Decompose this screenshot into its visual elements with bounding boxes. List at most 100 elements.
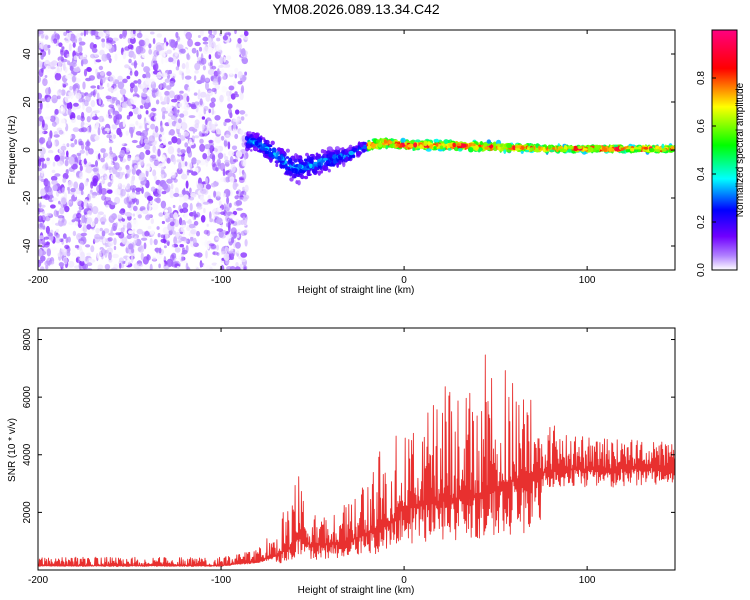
spectrogram-noise-cell bbox=[121, 32, 127, 39]
snr-y-tick-label: 2000 bbox=[22, 501, 33, 524]
spectrogram-noise-cell bbox=[129, 184, 137, 191]
spectrogram-noise-cell bbox=[130, 254, 134, 264]
spectrogram-noise-cell bbox=[40, 204, 46, 208]
spectrogram-noise-cell bbox=[181, 249, 188, 255]
spectrogram-signal-cell bbox=[291, 167, 298, 174]
spectrogram-noise-cell bbox=[78, 98, 84, 103]
spectrogram-signal-cell bbox=[361, 148, 366, 153]
spectrogram-noise-cell bbox=[61, 46, 65, 50]
spectrogram-noise-cell bbox=[65, 74, 72, 80]
spectrogram-signal-cell bbox=[625, 149, 630, 153]
spectrogram-noise-cell bbox=[98, 152, 101, 160]
spectrogram-noise-cell bbox=[97, 213, 101, 222]
spectrogram-noise-cell bbox=[129, 123, 135, 128]
spectrogram-y-tick-label: -40 bbox=[22, 238, 33, 253]
spectrogram-noise-cell bbox=[161, 191, 167, 195]
spectrogram-noise-cell bbox=[80, 115, 85, 122]
spectrogram-noise-cell bbox=[67, 108, 72, 116]
spectrogram-noise-cell bbox=[101, 230, 106, 237]
spectrogram-noise-cell bbox=[93, 58, 97, 65]
spectrogram-noise-cell bbox=[85, 234, 90, 240]
spectrogram-noise-cell bbox=[161, 72, 168, 78]
spectrogram-noise-cell bbox=[235, 117, 240, 124]
spectrogram-noise-cell bbox=[105, 30, 110, 37]
spectrogram-frame bbox=[37, 29, 676, 271]
spectrogram-noise-cell bbox=[191, 102, 196, 108]
spectrogram-noise-cell bbox=[69, 85, 73, 91]
spectrogram-noise-cell bbox=[172, 204, 176, 209]
spectrogram-noise-cell bbox=[148, 48, 153, 55]
spectrogram-noise-cell bbox=[228, 218, 233, 226]
spectrogram-signal-cell bbox=[594, 144, 600, 150]
spectrogram-signal-cell bbox=[396, 143, 400, 147]
spectrogram-noise-cell bbox=[59, 49, 66, 55]
spectrogram-signal-cell bbox=[335, 150, 341, 155]
spectrogram-noise-cell bbox=[86, 67, 92, 73]
spectrogram-noise-cell bbox=[158, 50, 166, 56]
spectrogram-noise-cell bbox=[143, 139, 149, 144]
spectrogram-noise-cell bbox=[240, 258, 246, 263]
spectrogram-noise-cell bbox=[80, 127, 88, 133]
spectrogram-noise-cell bbox=[223, 210, 227, 217]
spectrogram-noise-cell bbox=[145, 77, 151, 85]
spectrogram-noise-cell bbox=[160, 136, 166, 140]
spectrogram-noise-cell bbox=[77, 154, 81, 163]
spectrogram-noise-cell bbox=[160, 234, 165, 238]
spectrogram-noise-cell bbox=[182, 171, 185, 178]
spectrogram-signal-cell bbox=[267, 144, 273, 148]
spectrogram-signal-cell bbox=[300, 174, 305, 180]
spectrogram-noise-cell bbox=[131, 219, 139, 228]
spectrogram-noise-cell bbox=[230, 133, 234, 138]
spectrogram-noise-cell bbox=[217, 162, 221, 170]
spectrogram-noise-cell bbox=[174, 49, 179, 57]
spectrogram-noise-cell bbox=[68, 32, 71, 40]
spectrogram-noise-cell bbox=[73, 83, 80, 91]
spectrogram-noise-cell bbox=[110, 202, 117, 206]
spectrogram-signal-cell bbox=[347, 147, 353, 151]
spectrogram-signal-cell bbox=[435, 142, 439, 147]
spectrogram-noise-cell bbox=[171, 243, 175, 249]
spectrogram-noise-cell bbox=[79, 172, 84, 179]
spectrogram-noise-cell bbox=[154, 198, 160, 202]
spectrogram-noise-cell bbox=[98, 65, 104, 71]
spectrogram-signal-cell bbox=[456, 143, 461, 147]
spectrogram-noise-cell bbox=[132, 96, 139, 101]
spectrogram-signal-cell bbox=[643, 146, 649, 150]
spectrogram-noise-cell bbox=[66, 150, 69, 158]
spectrogram-noise-cell bbox=[223, 153, 226, 158]
spectrogram-noise-cell bbox=[93, 44, 97, 49]
spectrogram-noise-cell bbox=[205, 250, 208, 259]
spectrogram-noise-cell bbox=[162, 182, 168, 191]
spectrogram-noise-cell bbox=[191, 135, 195, 144]
spectrogram-noise-cell bbox=[129, 115, 134, 122]
spectrogram-noise-cell bbox=[154, 218, 162, 226]
spectrogram-noise-cell bbox=[130, 178, 135, 186]
spectrogram-noise-cell bbox=[232, 181, 238, 191]
spectrogram-noise-cell bbox=[80, 232, 88, 237]
spectrogram-noise-cell bbox=[170, 102, 176, 106]
spectrogram-signal-cell bbox=[351, 147, 358, 152]
spectrogram-noise-cell bbox=[122, 119, 126, 128]
spectrogram-noise-cell bbox=[224, 159, 230, 164]
spectrogram-noise-cell bbox=[102, 178, 106, 185]
spectrogram-signal-cell bbox=[486, 139, 491, 144]
spectrogram-noise-cell bbox=[244, 229, 249, 234]
spectrogram-noise-cell bbox=[42, 78, 48, 87]
spectrogram-signal-cell bbox=[295, 154, 299, 159]
spectrogram-noise-cell bbox=[227, 103, 233, 109]
spectrogram-noise-cell bbox=[217, 68, 220, 76]
spectrogram-noise-cell bbox=[224, 118, 231, 123]
spectrogram-noise-cell bbox=[135, 187, 142, 192]
spectrogram-signal-cell bbox=[328, 162, 335, 167]
spectrogram-noise-cell bbox=[211, 34, 215, 38]
spectrogram-noise-cell bbox=[160, 200, 167, 209]
spectrogram-noise-cell bbox=[119, 210, 124, 214]
spectrogram-signal-cell bbox=[370, 143, 376, 149]
spectrogram-noise-cell bbox=[95, 59, 102, 63]
spectrogram-noise-cell bbox=[100, 141, 104, 147]
spectrogram-noise-cell bbox=[68, 134, 72, 140]
spectrogram-noise-cell bbox=[211, 87, 217, 93]
spectrogram-noise-cell bbox=[240, 252, 248, 258]
spectrogram-noise-cell bbox=[80, 59, 84, 67]
